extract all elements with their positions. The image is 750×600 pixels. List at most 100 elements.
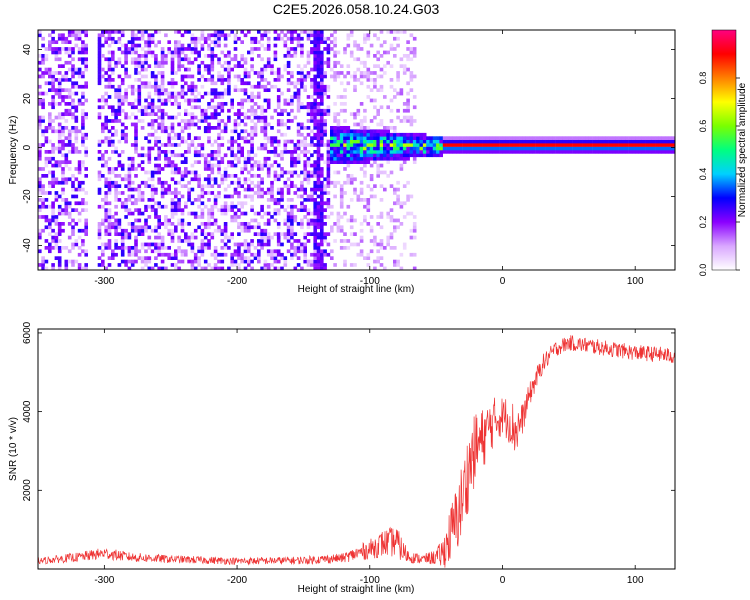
spectrogram-cell xyxy=(104,201,108,206)
spectrogram-cell xyxy=(253,47,258,51)
spectrogram-cell xyxy=(57,249,62,254)
spectrogram-cell xyxy=(310,30,314,34)
spectrogram-cell xyxy=(44,156,49,161)
spectrogram-cell xyxy=(193,228,198,233)
spectrogram-cell xyxy=(107,74,112,79)
spectrogram-cell xyxy=(230,256,234,260)
spectrogram-cell xyxy=(320,174,324,178)
spectrogram-cell xyxy=(469,136,473,140)
spectrogram-cell xyxy=(167,232,171,236)
spectrogram-cell xyxy=(625,143,629,147)
spectrogram-cell xyxy=(389,136,394,140)
spectrogram-cell xyxy=(389,132,394,137)
spectrogram-cell xyxy=(389,246,394,250)
spectrogram-cell xyxy=(320,40,324,44)
spectrogram-cell xyxy=(266,252,271,257)
spectrogram-cell xyxy=(330,67,334,72)
spectrogram-cell xyxy=(658,136,662,140)
spectrogram-cell xyxy=(213,108,218,113)
spectrogram-cell xyxy=(177,40,181,44)
spectrogram-cell xyxy=(353,160,357,164)
spectrogram-cell xyxy=(383,187,387,192)
spectrogram-cell xyxy=(296,160,301,164)
spectrogram-cell xyxy=(67,235,72,240)
spectrogram-cell xyxy=(48,115,52,120)
spectrogram-cell xyxy=(177,67,181,72)
spectrogram-cell xyxy=(77,36,82,41)
spectrogram-cell xyxy=(386,174,390,178)
spectrogram-cell xyxy=(356,242,361,247)
spectrogram-cell xyxy=(260,146,264,151)
spectrogram-cell xyxy=(250,266,254,270)
spectrogram-cell xyxy=(81,112,85,116)
spectrogram-cell xyxy=(174,211,178,216)
spectrogram-cell xyxy=(412,54,417,58)
spectrogram-cell xyxy=(144,218,148,223)
spectrogram-cell xyxy=(303,105,307,110)
spectrogram-cell xyxy=(306,119,311,123)
spectrogram-cell xyxy=(187,136,191,140)
spectrogram-cell xyxy=(130,60,135,65)
spectrogram-cell xyxy=(296,102,301,106)
spectrogram-cell xyxy=(144,263,148,267)
spectrogram-cell xyxy=(316,232,321,236)
spectrogram-cell xyxy=(588,143,593,147)
spectrogram-cell xyxy=(187,235,191,240)
spectrogram-cell xyxy=(187,30,191,34)
spectrogram-cell xyxy=(71,187,75,192)
spectrogram-cell xyxy=(174,95,178,99)
spectrogram-cell xyxy=(187,150,191,154)
spectrogram-cell xyxy=(280,187,284,192)
spectrogram-cell xyxy=(359,150,364,154)
spectrogram-cell xyxy=(263,235,268,240)
spectrogram-cell xyxy=(323,215,327,219)
spectrogram-cell xyxy=(306,57,311,62)
spectrogram-cell xyxy=(51,211,55,216)
spectrogram-cell xyxy=(263,115,268,120)
spectrogram-cell xyxy=(193,266,198,270)
spectrogram-cell xyxy=(233,40,238,44)
spectrogram-cell xyxy=(479,136,483,140)
spectrogram-cell xyxy=(64,47,69,51)
spectrogram-cell xyxy=(558,150,563,154)
spectrogram-cell xyxy=(558,139,563,144)
spectrogram-cell xyxy=(137,163,142,168)
spectrogram-cell xyxy=(120,167,125,171)
spectrogram-cell xyxy=(602,139,606,144)
spectrogram-cell xyxy=(150,187,155,192)
spectrogram-cell xyxy=(210,232,215,236)
spectrogram-cell xyxy=(227,174,231,178)
spectrogram-cell xyxy=(154,235,158,240)
spectrogram-cell xyxy=(257,194,261,199)
spectrogram-cell xyxy=(475,139,480,144)
spectrogram-cell xyxy=(154,91,158,96)
spectrogram-cell xyxy=(366,150,371,154)
spectrogram-cell xyxy=(263,98,268,103)
spectrogram-cell xyxy=(276,198,281,202)
spectrogram-cell xyxy=(220,33,225,38)
spectrogram-cell xyxy=(57,225,62,230)
spectrogram-cell xyxy=(157,84,161,89)
spectrogram-cell xyxy=(273,71,278,75)
spectrogram-cell xyxy=(326,60,331,65)
spectrogram-cell xyxy=(74,201,79,206)
spectrogram-cell xyxy=(111,105,115,110)
spectrogram-cell xyxy=(101,259,105,264)
spectrogram-cell xyxy=(213,139,218,144)
spectrogram-cell xyxy=(343,143,347,147)
spectrogram-cell xyxy=(273,232,278,236)
spectrogram-cell xyxy=(296,40,301,44)
spectrogram-cell xyxy=(320,112,324,116)
spectrogram-cell xyxy=(154,81,158,86)
spectrogram-cell xyxy=(456,136,460,140)
spectrogram-cell xyxy=(54,256,59,260)
spectrogram-cell xyxy=(57,88,62,92)
spectrogram-cell xyxy=(97,139,102,144)
snr-x-tick-label: 0 xyxy=(500,575,506,586)
spectrogram-cell xyxy=(137,36,142,41)
spectrogram-cell xyxy=(263,239,268,243)
spectrogram-cell xyxy=(48,67,52,72)
spectrogram-cell xyxy=(349,160,354,164)
spectrogram-cell xyxy=(313,91,317,96)
spectrogram-cell xyxy=(230,129,234,134)
